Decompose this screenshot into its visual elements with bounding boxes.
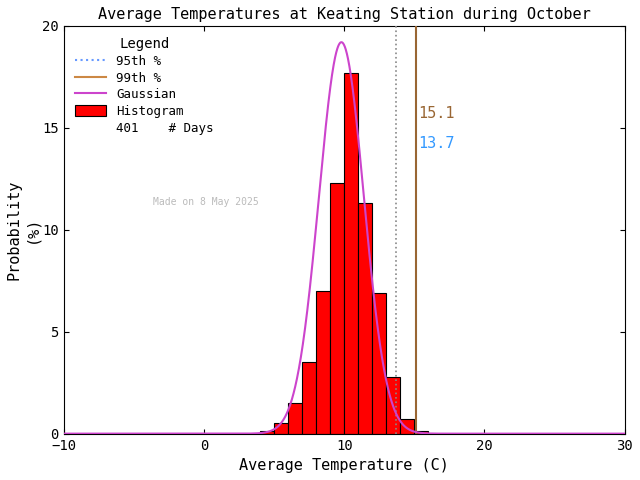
Bar: [274, 423, 288, 433]
Bar: [302, 362, 316, 433]
Bar: [288, 403, 302, 433]
Bar: [330, 183, 344, 433]
Bar: [358, 203, 372, 433]
Y-axis label: Probability
(%): Probability (%): [7, 180, 39, 280]
Text: 15.1: 15.1: [418, 106, 454, 120]
Bar: [387, 376, 400, 433]
X-axis label: Average Temperature (C): Average Temperature (C): [239, 458, 449, 473]
Bar: [372, 293, 387, 433]
Title: Average Temperatures at Keating Station during October: Average Temperatures at Keating Station …: [98, 7, 591, 22]
Bar: [316, 291, 330, 433]
Bar: [414, 431, 428, 433]
Text: Made on 8 May 2025: Made on 8 May 2025: [154, 197, 259, 207]
Bar: [260, 431, 274, 433]
Legend: 95th %, 99th %, Gaussian, Histogram, 401    # Days: 95th %, 99th %, Gaussian, Histogram, 401…: [70, 32, 219, 140]
Bar: [400, 420, 414, 433]
Text: 13.7: 13.7: [418, 136, 454, 151]
Bar: [344, 73, 358, 433]
